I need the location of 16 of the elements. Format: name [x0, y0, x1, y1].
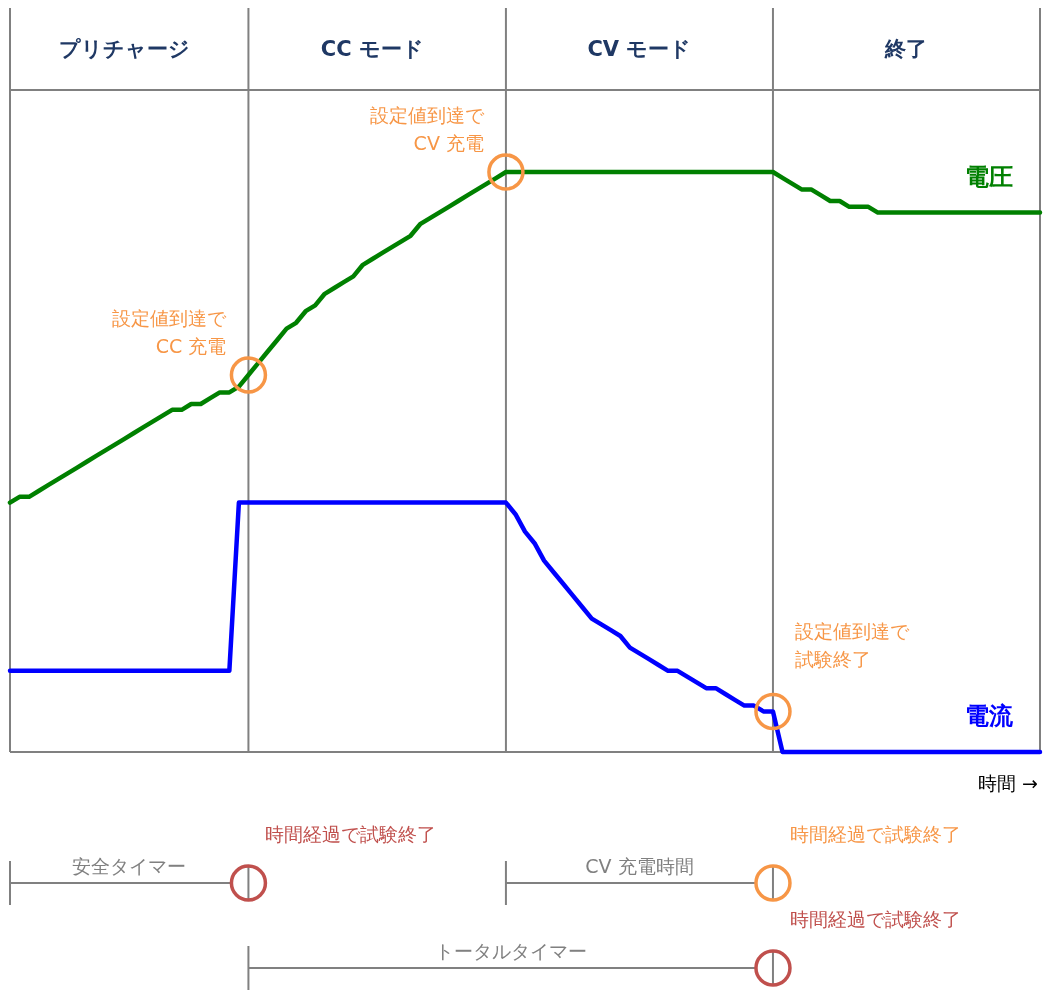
- annotation: 設定値到達で試験終了: [794, 620, 910, 670]
- text: CV 充電時間: [585, 855, 694, 877]
- annotation: 設定値到達でCC 充電: [112, 307, 228, 357]
- text: 安全タイマー: [72, 855, 187, 877]
- text: 時間経過で試験終了: [789, 823, 961, 845]
- series-label: 電流: [965, 702, 1014, 730]
- x-tick-label: CC モード: [320, 37, 424, 61]
- x-tick-label: 終了: [884, 37, 928, 61]
- series-label: 電圧: [965, 162, 1013, 191]
- text: 時間経過で試験終了: [265, 823, 437, 845]
- x-tick-label: CV モード: [587, 37, 692, 61]
- text: 設定値到達でCV 充電: [369, 104, 485, 154]
- x-axis-title: 時間 →: [978, 772, 1038, 794]
- text: トータルタイマー: [434, 940, 587, 962]
- x-tick-label: プリチャージ: [58, 37, 190, 61]
- text: 時間経過で試験終了: [789, 908, 961, 930]
